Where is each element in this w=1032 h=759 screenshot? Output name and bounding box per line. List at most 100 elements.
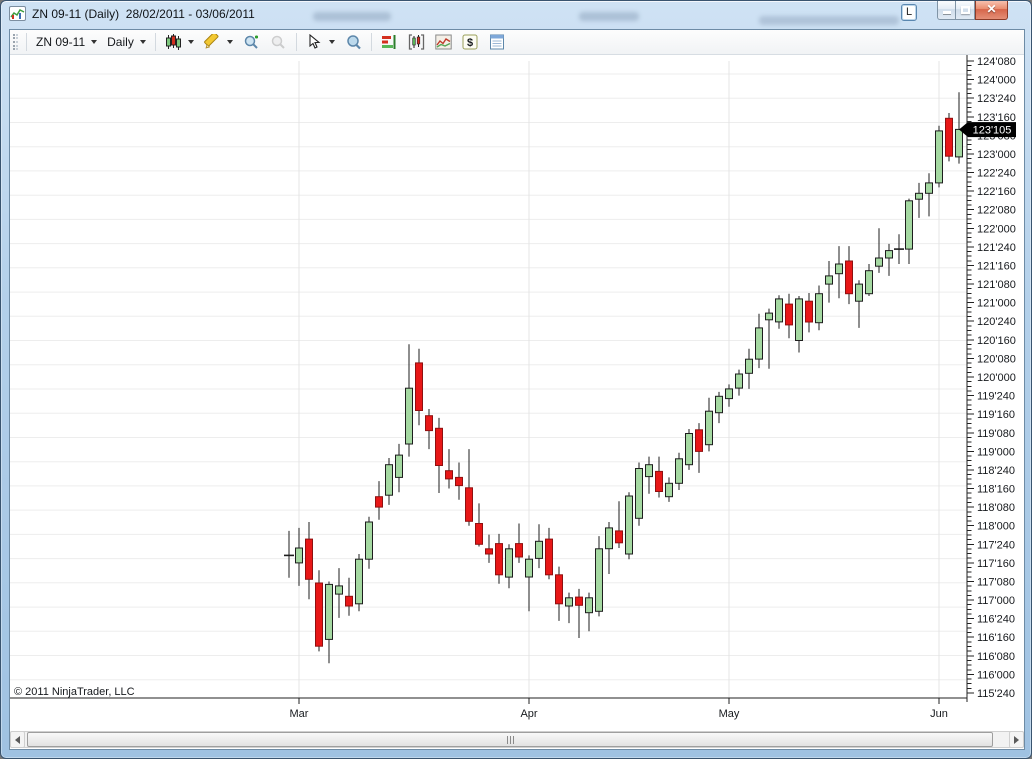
indicators-button[interactable] — [430, 32, 457, 53]
candle-up — [835, 263, 843, 275]
properties-icon — [489, 34, 506, 51]
horizontal-gridlines — [10, 73, 967, 681]
candle-down — [435, 427, 443, 466]
candle-down — [515, 543, 523, 558]
price-axis-label: 118'160 — [977, 484, 1015, 496]
data-series-button[interactable] — [403, 32, 430, 53]
price-axis-label: 121'240 — [977, 242, 1016, 254]
svg-text:$: $ — [467, 37, 473, 49]
client-area: ZN 09-11 Daily — [9, 29, 1025, 750]
price-marker-arrow — [959, 122, 968, 138]
background-window-artifact — [579, 12, 639, 21]
scroll-left-button[interactable] — [10, 731, 25, 748]
candle-up — [745, 358, 753, 374]
price-axis-label: 119'240 — [977, 391, 1015, 403]
candle-down — [695, 429, 703, 452]
price-axis-label: 116'080 — [977, 651, 1015, 663]
candle-down — [545, 538, 553, 576]
maximize-button[interactable] — [956, 1, 975, 20]
price-axis-label: 116'240 — [977, 614, 1015, 626]
candle-down — [805, 300, 813, 323]
candle-up — [855, 283, 863, 302]
price-axis-label: 118'240 — [977, 465, 1015, 477]
vertical-gridlines — [298, 61, 940, 698]
link-button[interactable]: L — [901, 4, 917, 21]
candle-up — [885, 250, 893, 259]
candle-up — [825, 275, 833, 285]
price-chart[interactable]: Mar Apr May Jun 124'080 124'000 123'240 123'16… — [10, 55, 1024, 725]
price-axis-label: 117'160 — [977, 558, 1015, 570]
candle-up — [535, 540, 543, 559]
candle-up — [325, 583, 333, 640]
price-axis-label: 120'160 — [977, 335, 1016, 347]
chevron-down-icon — [187, 40, 194, 44]
price-axis-label: 119'160 — [977, 409, 1015, 421]
instrument-selector[interactable]: ZN 09-11 — [31, 33, 102, 51]
chevron-down-icon — [91, 40, 98, 44]
cursor-tool-button[interactable] — [301, 32, 340, 53]
price-axis-label: 121'000 — [977, 298, 1016, 310]
zoom-in-icon — [243, 34, 260, 51]
price-axis[interactable]: 124'080124'000123'240123'160123'080123'0… — [966, 55, 1016, 702]
chart-style-button[interactable] — [160, 32, 199, 53]
data-box-button[interactable] — [340, 32, 367, 53]
candle-up — [665, 482, 673, 498]
price-axis-label: 116'000 — [977, 669, 1015, 681]
price-axis-label: 117'240 — [977, 539, 1015, 551]
month-label: Jun — [930, 708, 948, 720]
time-axis[interactable]: Mar Apr May Jun — [10, 697, 967, 720]
candle-up — [955, 128, 963, 158]
candle-down — [495, 543, 503, 576]
candle-up — [795, 298, 803, 341]
candle-down — [425, 415, 433, 432]
candle-up — [935, 130, 943, 184]
price-axis-label: 121'080 — [977, 279, 1016, 291]
candle-down — [345, 595, 353, 607]
market-depth-button[interactable] — [376, 32, 403, 53]
scroll-right-button[interactable] — [1009, 731, 1024, 748]
candle-up — [775, 298, 783, 323]
candle-down — [375, 496, 383, 508]
close-button[interactable]: ✕ — [975, 1, 1008, 20]
drawing-tools-button[interactable] — [199, 32, 238, 53]
chart-properties-button[interactable] — [484, 32, 511, 53]
candle-up — [625, 495, 633, 555]
arrow-right-icon — [1014, 735, 1019, 744]
scrollbar-thumb[interactable] — [27, 732, 993, 747]
chart-canvas[interactable]: Mar Apr May Jun 124'080 124'000 123'240 123'16… — [10, 55, 1024, 725]
price-axis-label: 123'240 — [977, 93, 1016, 105]
minimize-button[interactable] — [937, 1, 956, 20]
zoom-in-button[interactable] — [238, 32, 265, 53]
candle-up — [365, 521, 373, 560]
candle-up — [915, 192, 923, 200]
account-button[interactable]: $ — [457, 32, 484, 53]
candle-up — [905, 200, 913, 250]
window-chart-icon — [9, 6, 26, 21]
price-axis-label: 120'240 — [977, 316, 1016, 328]
dollar-icon: $ — [462, 34, 479, 51]
candle-up — [725, 388, 733, 400]
interval-selector[interactable]: Daily — [102, 33, 151, 51]
candle-down — [555, 574, 563, 605]
price-axis-label: 115'240 — [977, 688, 1015, 700]
candle-up — [335, 585, 343, 595]
market-depth-icon — [381, 34, 398, 51]
toolbar-grip[interactable] — [13, 34, 18, 50]
candle-up — [595, 548, 603, 612]
pencil-icon — [204, 34, 221, 51]
candle-down — [305, 538, 313, 580]
candle-up — [875, 257, 883, 267]
chevron-down-icon — [226, 40, 233, 44]
candle-up — [295, 547, 303, 564]
candle-down — [475, 523, 483, 545]
price-axis-label: 120'000 — [977, 372, 1016, 384]
price-axis-label: 120'080 — [977, 353, 1016, 365]
month-label: May — [719, 708, 740, 720]
title-bar[interactable]: ZN 09-11 (Daily) 28/02/2011 - 03/06/2011… — [1, 1, 1031, 29]
candle-up — [355, 558, 363, 605]
arrow-left-icon — [15, 735, 20, 744]
candle-up — [705, 410, 713, 446]
candle-down — [445, 470, 453, 480]
candle-down — [315, 582, 323, 647]
candle-down — [845, 260, 853, 295]
